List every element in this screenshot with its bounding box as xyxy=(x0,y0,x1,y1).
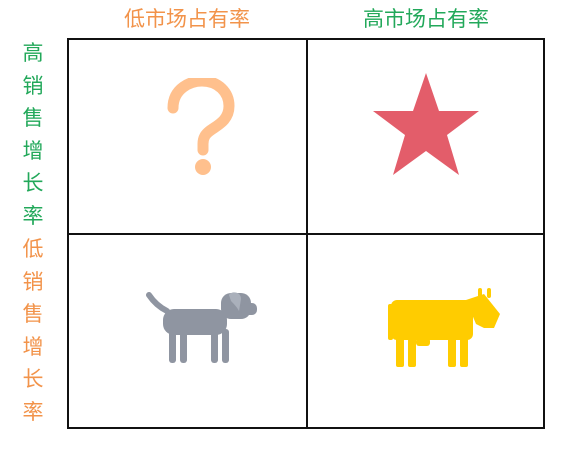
row-header-low-sales-growth: 低销售增长率 xyxy=(18,236,48,426)
cell-question-mark xyxy=(69,40,306,233)
column-header-low-market-share: 低市场占有率 xyxy=(124,7,250,31)
row-label-char: 销 xyxy=(22,269,44,294)
cell-cash-cow xyxy=(308,235,545,429)
row-label-char: 低 xyxy=(22,237,44,261)
row-label-char: 率 xyxy=(22,399,44,424)
row-label-char: 售 xyxy=(22,302,44,327)
row-label-char: 销 xyxy=(22,73,44,98)
row-label-char: 长 xyxy=(22,171,44,196)
row-label-char: 长 xyxy=(22,367,44,392)
row-label-char: 增 xyxy=(22,334,44,359)
star-icon xyxy=(373,73,479,175)
row-label-char: 率 xyxy=(22,203,44,228)
cell-dog xyxy=(69,235,306,429)
cow-icon xyxy=(388,288,500,367)
question-mark-icon xyxy=(167,78,235,175)
row-label-char: 高 xyxy=(22,41,44,65)
row-header-high-sales-growth: 高销售增长率 xyxy=(18,40,48,230)
column-header-high-market-share: 高市场占有率 xyxy=(363,7,489,31)
bcg-matrix-grid xyxy=(67,38,545,429)
dog-icon xyxy=(146,292,257,363)
cell-star xyxy=(308,40,545,233)
row-label-char: 增 xyxy=(22,138,44,163)
grid-horizontal-divider xyxy=(69,233,543,235)
row-label-char: 售 xyxy=(22,106,44,131)
